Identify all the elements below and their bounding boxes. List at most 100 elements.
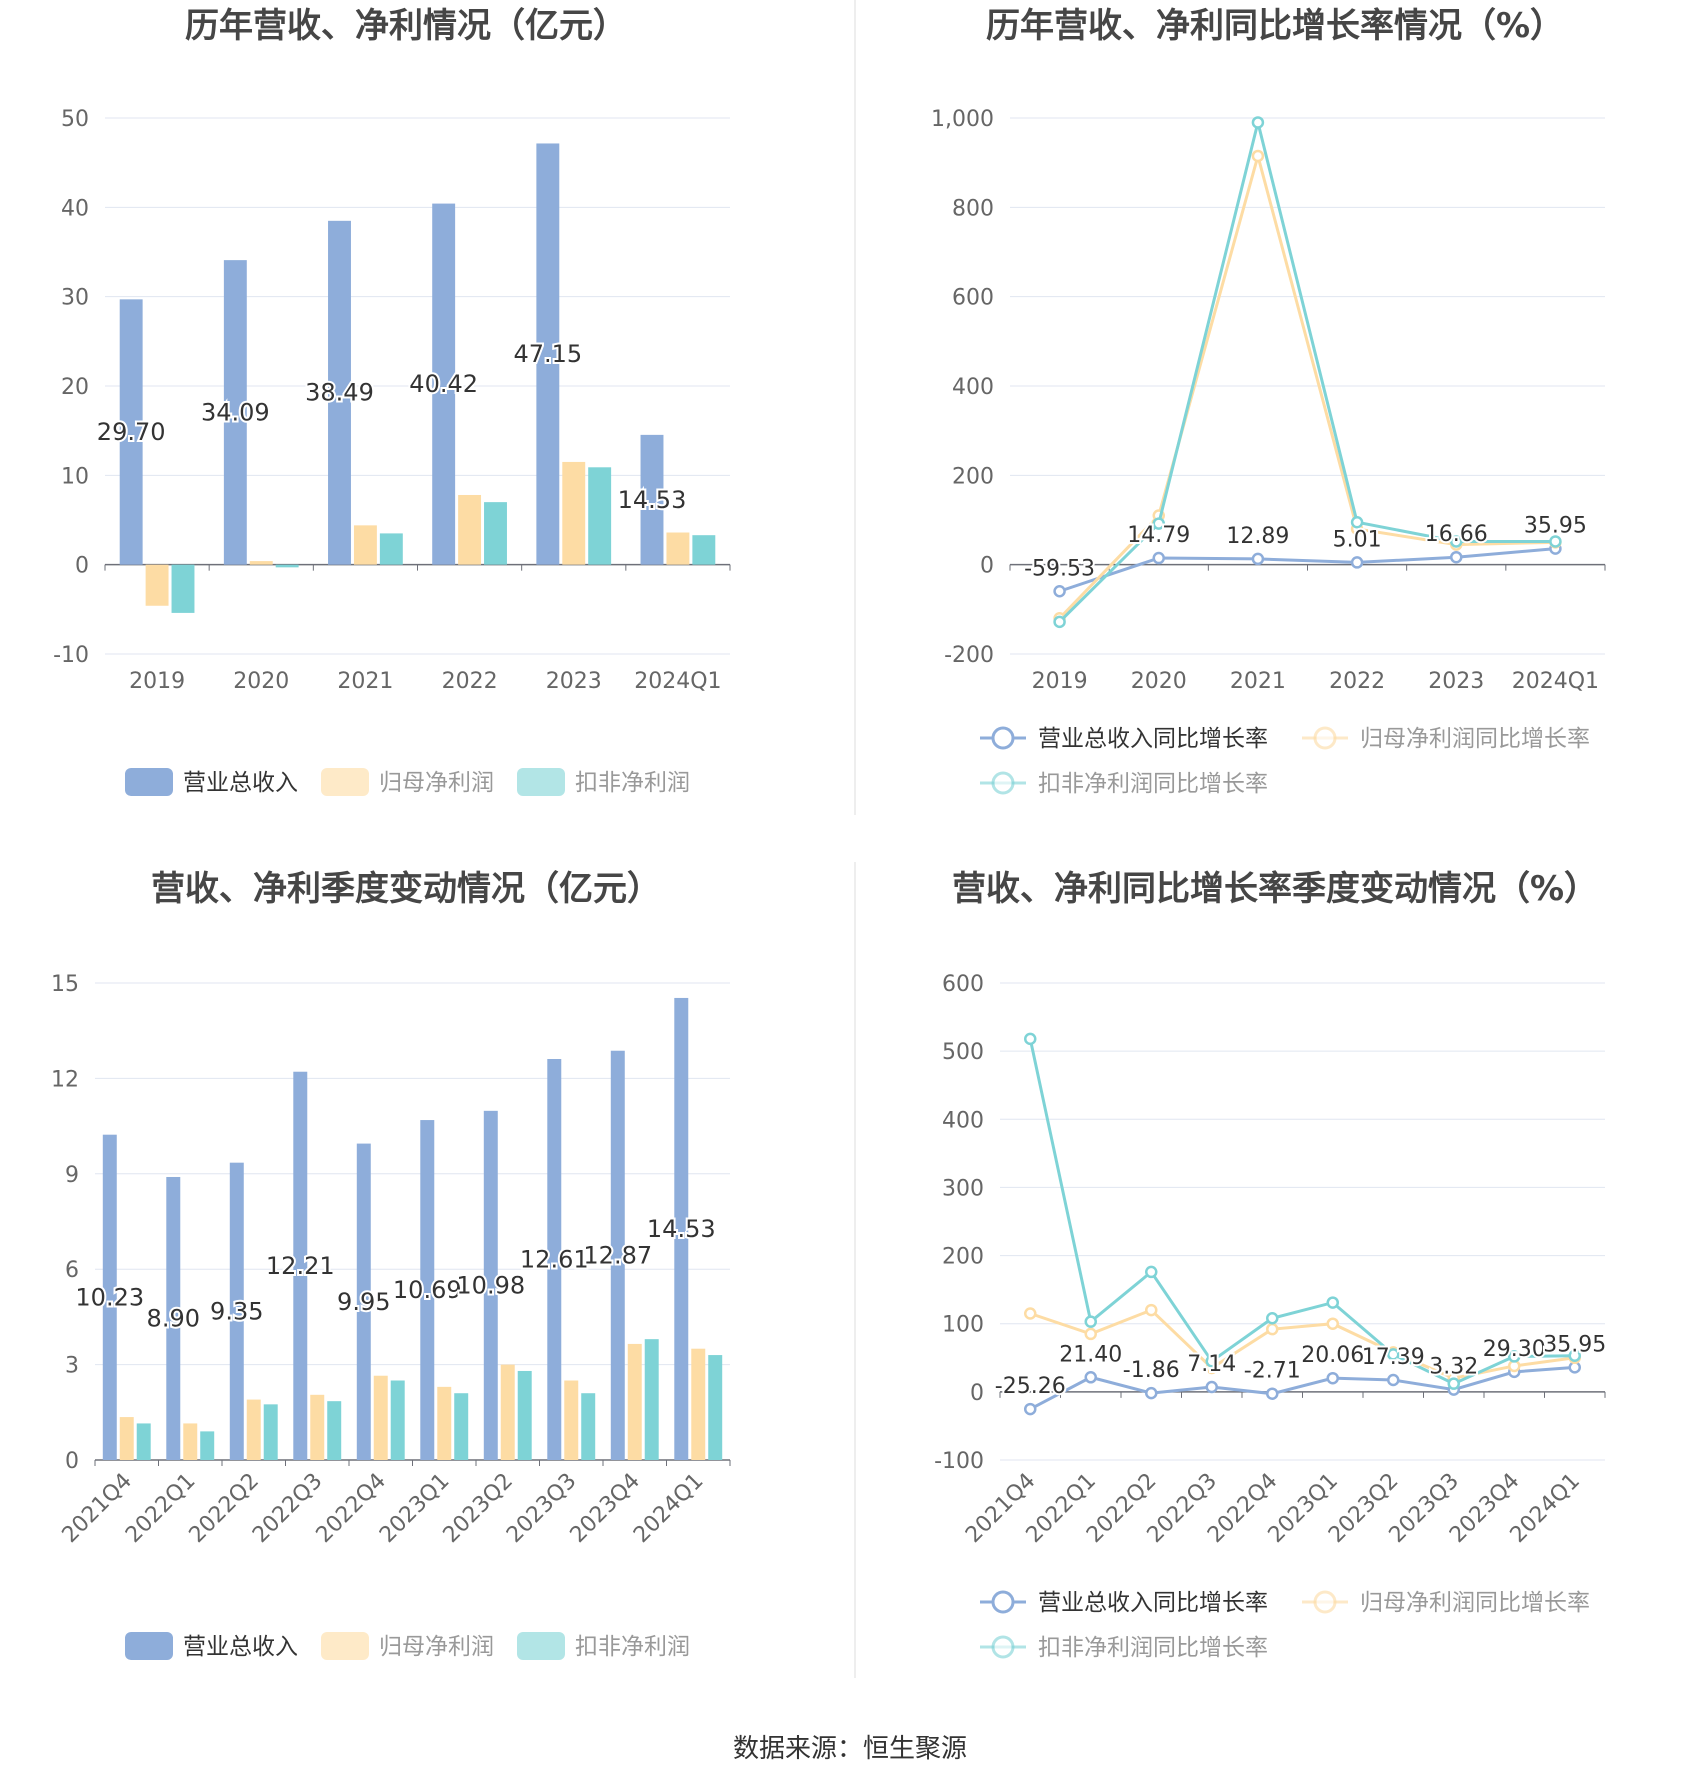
data-label: 12.61 [520,1246,589,1274]
data-label: 35.95 [1524,514,1587,539]
y-tick-label: 0 [75,554,89,579]
data-label: 10.69 [393,1276,462,1304]
bar-deducted-profit [692,535,716,565]
y-tick-label: -10 [53,643,89,668]
chart-title: 营收、净利季度变动情况（亿元） [151,869,661,909]
bar-net-profit [246,1399,261,1460]
x-tick-label: 2020 [233,669,289,694]
bar-revenue [293,1071,308,1460]
y-tick-label: 600 [952,286,994,311]
data-label: 10.23 [75,1283,144,1311]
legend-swatch [125,768,173,796]
data-label: -59.53 [1024,556,1095,581]
data-label: -2.71 [1244,1359,1301,1384]
y-tick-label: 800 [952,196,994,221]
y-tick-label: 12 [51,1067,79,1092]
legend-label: 营业总收入同比增长率 [1038,726,1268,752]
series-point-2 [1152,517,1165,530]
bar-revenue [420,1120,435,1460]
data-label: 12.89 [1226,524,1289,549]
bar-net-profit [500,1364,515,1460]
x-tick-label: 2021Q4 [58,1469,137,1548]
bar-revenue [674,997,689,1460]
legend-label: 归母净利润同比增长率 [1360,1590,1590,1616]
legend-label: 营业总收入 [183,770,298,796]
x-tick-label: 2024Q1 [1512,669,1599,694]
legend-swatch [321,768,369,796]
series-point-1 [1251,149,1265,163]
data-label: 10.98 [456,1271,525,1299]
data-label: 29.70 [97,418,166,446]
bar-deducted-profit [379,533,403,565]
series-point-0 [1387,1373,1400,1387]
bar-deducted-profit [263,1404,278,1460]
x-tick-label: 2022 [1329,669,1385,694]
series-point-2 [1450,535,1463,548]
chart-title: 营收、净利同比增长率季度变动情况（%） [952,869,1598,909]
data-label: 12.87 [583,1241,652,1269]
x-tick-label: 2023 [546,669,602,694]
x-tick-label: 2022Q2 [185,1469,264,1548]
bar-revenue [166,1176,181,1460]
series-point-0 [1205,1380,1218,1394]
legend-swatch [321,1632,369,1660]
legend-label: 营业总收入同比增长率 [1038,1590,1268,1616]
bar-net-profit [249,561,273,565]
bar-net-profit [666,532,690,565]
chart-annual-amount: 历年营收、净利情况（亿元） -10 0 10 20 30 40 50 2019 2020 2021 2… [53,6,731,796]
y-tick-label: -200 [944,643,994,668]
series-point-1 [1084,1327,1097,1341]
y-tick-label: 0 [980,554,994,579]
legend-label: 扣非净利润同比增长率 [1038,1635,1268,1661]
x-tick-label: 2024Q1 [629,1469,708,1548]
data-label: 3.32 [1429,1355,1478,1380]
x-tick-label: 2021 [337,669,393,694]
y-tick-label: 400 [952,375,994,400]
bar-deducted-profit [581,1393,596,1460]
y-tick-label: 1,000 [931,107,994,132]
series-point-2 [1508,1350,1521,1363]
legend-label: 归母净利润同比增长率 [1360,726,1590,752]
series-point-0 [1145,1386,1158,1400]
bar-deducted-profit [644,1339,659,1460]
y-tick-label: -100 [934,1449,984,1474]
series-point-2 [1387,1348,1400,1361]
legend-label: 扣非净利润同比增长率 [1038,771,1268,797]
data-label: 20.06 [1301,1343,1364,1368]
y-tick-label: 300 [942,1176,984,1201]
bar-deducted-profit [517,1370,532,1460]
series-point-0 [1053,585,1066,598]
x-tick-label: 2019 [1032,669,1088,694]
series-line-0 [1059,547,1556,593]
series-point-2 [1053,615,1066,629]
legend-marker [991,1635,1015,1659]
bar-deducted-profit [484,502,507,565]
legend-marker [991,771,1015,795]
series-point-0 [1266,1387,1279,1400]
series-point-2 [1549,535,1562,548]
bar-net-profit [562,461,586,565]
legend-marker [1313,1590,1337,1614]
series-line-0 [1029,1365,1575,1411]
legend-marker [991,726,1015,750]
legend-marker [991,1590,1015,1614]
x-tick-label: 2023Q3 [502,1469,581,1548]
data-label: 21.40 [1059,1342,1122,1367]
data-label: 8.90 [147,1304,200,1332]
x-tick-label: 2023Q1 [375,1469,454,1548]
bar-net-profit [310,1394,325,1460]
bar-net-profit [145,564,169,606]
data-source-note: 数据来源：恒生聚源 [732,1734,967,1764]
y-tick-label: 200 [952,464,994,489]
data-label: 47.15 [513,340,582,368]
series-point-2 [1447,1377,1460,1390]
chart-quarterly-growth: 营收、净利同比增长率季度变动情况（%） -100 0 100 200 300 400 500 6… [934,869,1608,1661]
bar-deducted-profit [200,1431,215,1460]
data-label: 12.21 [266,1252,335,1280]
x-tick-label: 2021 [1230,669,1286,694]
series-point-0 [1024,1402,1037,1416]
bar-deducted-profit [327,1401,342,1460]
bar-net-profit [691,1348,706,1460]
chart-quarterly-amount: 营收、净利季度变动情况（亿元）036912152021Q42022Q12022Q… [51,869,731,1660]
legend-label: 扣非净利润 [575,770,690,796]
